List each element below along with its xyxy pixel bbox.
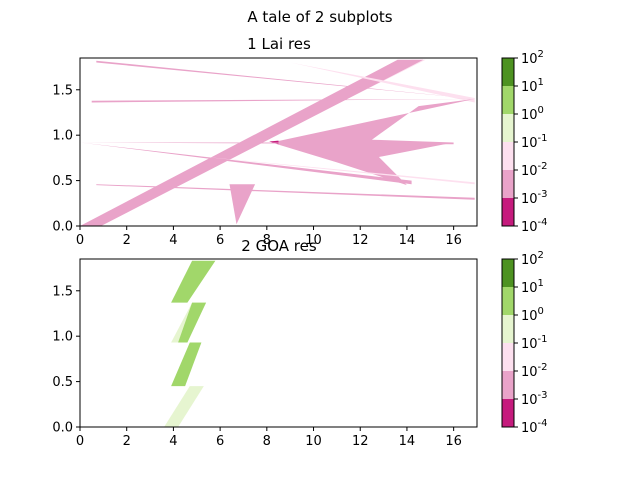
colorbar-band xyxy=(502,399,514,427)
subplot-title: 1 Lai res xyxy=(247,35,311,53)
colorbar-tick-label: 100 xyxy=(521,306,544,324)
colorbar-band xyxy=(502,343,514,371)
contour-region xyxy=(164,386,204,427)
colorbar-tick-label: 10-2 xyxy=(521,161,548,179)
colorbar-tick-label: 100 xyxy=(521,105,544,123)
x-tick-label: 16 xyxy=(445,233,462,248)
contour-region xyxy=(80,142,454,145)
x-tick-label: 0 xyxy=(76,434,84,449)
contour-region xyxy=(196,156,475,185)
contour-region xyxy=(171,260,216,303)
y-tick-label: 0.0 xyxy=(52,421,73,436)
x-tick-label: 6 xyxy=(216,233,224,248)
x-tick-label: 10 xyxy=(305,434,322,449)
contour-region xyxy=(290,62,475,103)
colorbar-tick-label: 10-4 xyxy=(521,418,548,436)
x-tick-label: 10 xyxy=(305,233,322,248)
contour-region xyxy=(271,98,475,186)
colorbar-tick-label: 10-4 xyxy=(521,217,548,235)
contour-region xyxy=(171,342,202,387)
colorbar-tick-label: 10-3 xyxy=(521,189,548,207)
axes-frame xyxy=(79,57,478,227)
y-tick-label: 1.0 xyxy=(52,330,73,345)
contour-region xyxy=(96,60,475,99)
x-tick-label: 6 xyxy=(216,434,224,449)
colorbar-tick-label: 102 xyxy=(521,250,544,268)
contour-region xyxy=(91,98,475,103)
colorbar-band xyxy=(502,315,514,343)
x-tick-label: 2 xyxy=(123,233,131,248)
plot-background xyxy=(80,259,477,427)
y-tick-label: 0.5 xyxy=(52,375,73,390)
colorbar-band xyxy=(502,170,514,198)
contour-region xyxy=(80,142,412,185)
colorbar-band xyxy=(502,287,514,315)
colorbar-tick-label: 10-1 xyxy=(521,133,548,151)
contour-region xyxy=(229,184,256,225)
x-tick-label: 12 xyxy=(352,233,369,248)
contour-plot-area: 0 2 4 6 8 10 12 14 16 0.0 0.5 1.0 1.5 xyxy=(52,258,478,449)
x-tick-label: 0 xyxy=(76,233,84,248)
contour-regions xyxy=(80,59,475,226)
x-tick-label: 8 xyxy=(263,434,271,449)
colorbar-band xyxy=(502,198,514,226)
x-tick-label: 2 xyxy=(123,434,131,449)
x-tick-label: 4 xyxy=(169,233,177,248)
colorbar-band xyxy=(502,114,514,142)
contour-regions xyxy=(164,260,216,427)
y-tick-label: 0.5 xyxy=(52,174,73,189)
subplot-top: 1 Lai res 0 2 4 6 8 10 12 14 16 0.0 0.5 1.0 1.5 10-4… xyxy=(52,35,547,248)
colorbar-tick-label: 10-2 xyxy=(521,362,548,380)
colorbar-tick-label: 101 xyxy=(521,278,544,296)
contour-region xyxy=(178,302,207,343)
colorbar-tick-label: 101 xyxy=(521,77,544,95)
colorbar: 10-4 10-3 10-2 10-1 100 101 102 xyxy=(501,49,548,235)
y-tick-label: 0.0 xyxy=(52,220,73,235)
x-tick-label: 8 xyxy=(263,233,271,248)
x-tick-label: 14 xyxy=(399,233,416,248)
y-tick-label: 1.0 xyxy=(52,129,73,144)
y-tick-label: 1.5 xyxy=(52,284,73,299)
colorbar-band xyxy=(502,142,514,170)
contour-plot-area: 0 2 4 6 8 10 12 14 16 0.0 0.5 1.0 1.5 xyxy=(52,57,478,248)
x-tick-label: 12 xyxy=(352,434,369,449)
x-tick-label: 14 xyxy=(399,434,416,449)
y-tick-label: 1.5 xyxy=(52,83,73,98)
contour-region xyxy=(96,184,475,200)
colorbar-band xyxy=(502,259,514,287)
colorbar-band xyxy=(502,86,514,114)
colorbar-band xyxy=(502,58,514,86)
colorbar-tick-label: 10-1 xyxy=(521,334,548,352)
colorbar-tick-label: 102 xyxy=(521,49,544,67)
axes-frame xyxy=(79,258,478,428)
x-tick-label: 16 xyxy=(445,434,462,449)
figure-suptitle: A tale of 2 subplots xyxy=(247,8,392,26)
colorbar-band xyxy=(502,371,514,399)
x-tick-label: 4 xyxy=(169,434,177,449)
colorbar-tick-label: 10-3 xyxy=(521,390,548,408)
subplot-bottom: 0 2 4 6 8 10 12 14 16 0.0 0.5 1.0 1.5 2 GOA res 10-4… xyxy=(52,237,547,449)
subplot-title: 2 GOA res xyxy=(241,237,317,255)
colorbar: 10-4 10-3 10-2 10-1 100 101 102 xyxy=(501,250,548,436)
